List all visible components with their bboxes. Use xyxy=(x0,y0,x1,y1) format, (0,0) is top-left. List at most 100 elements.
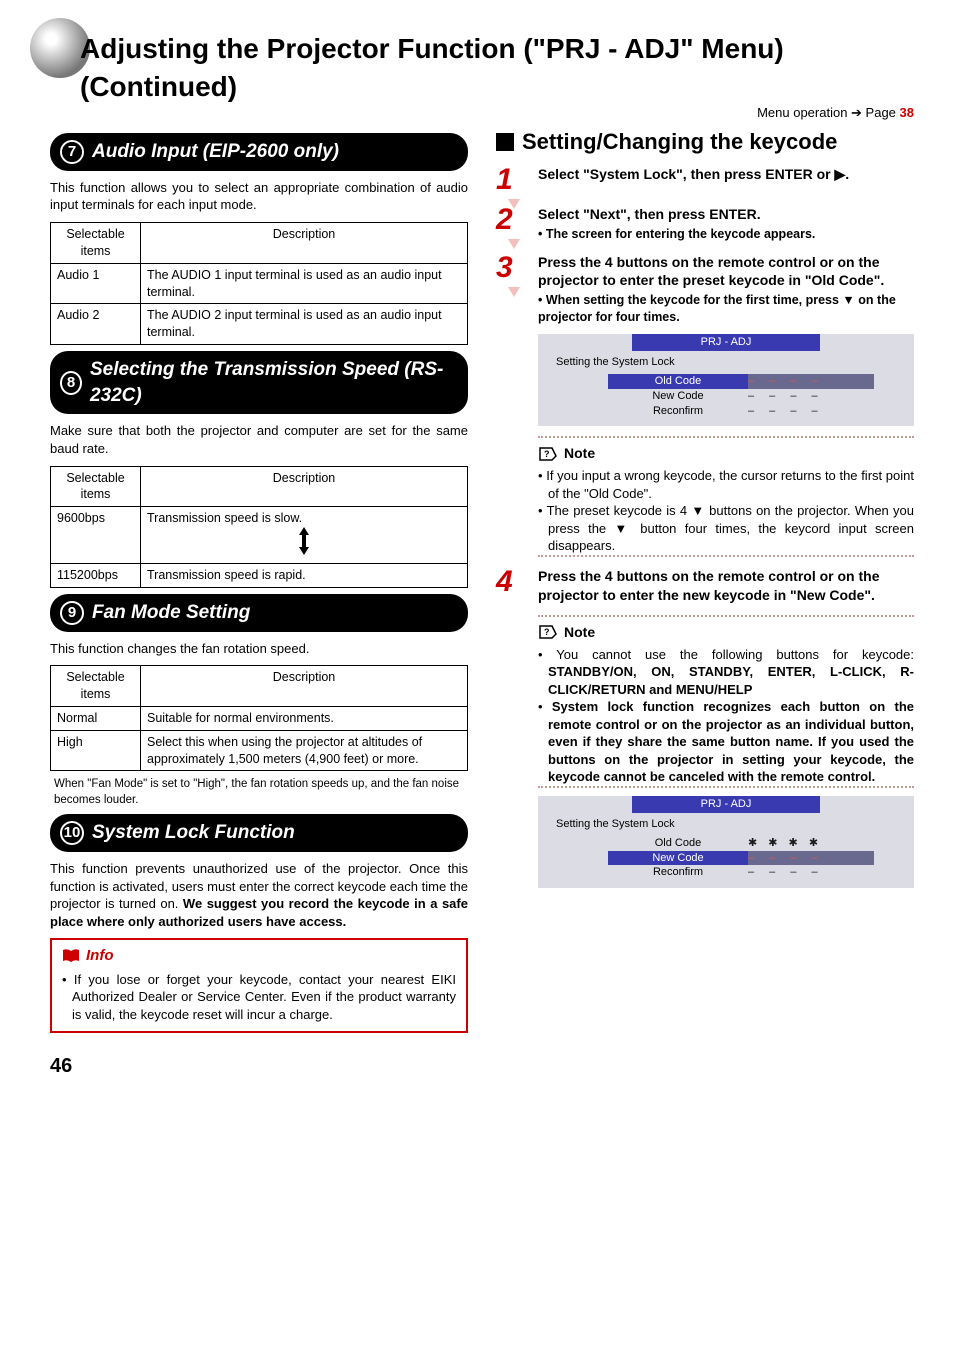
menu-op-page: 38 xyxy=(900,105,914,120)
section-10-title: System Lock Function xyxy=(92,820,295,846)
step-3-sub: • When setting the keycode for the first… xyxy=(538,292,914,326)
note-2-list: You cannot use the following buttons for… xyxy=(538,646,914,788)
info-heading: Info xyxy=(62,946,456,966)
note-2-bullet: You cannot use the following buttons for… xyxy=(538,646,914,699)
prj-row-reconfirm: Reconfirm – – – – xyxy=(538,404,914,419)
prj-value: – – – – xyxy=(748,389,874,404)
svg-text:?: ? xyxy=(544,449,550,459)
section-7-table: Selectable items Description Audio 1 The… xyxy=(50,222,468,345)
menu-operation-ref: Menu operation ➔ Page 38 xyxy=(50,104,914,122)
table-header: Description xyxy=(141,466,468,507)
prj-panel-title: Setting the System Lock xyxy=(538,355,914,374)
step-2-sub: • The screen for entering the keycode ap… xyxy=(538,226,914,243)
section-9-title: Fan Mode Setting xyxy=(92,600,250,626)
table-cell: Audio 1 xyxy=(51,263,141,304)
prj-row-new: New Code – – – – xyxy=(538,851,914,866)
table-cell: Transmission speed is rapid. xyxy=(141,564,468,588)
prj-panel-bar: PRJ - ADJ xyxy=(632,334,820,351)
square-bullet-icon xyxy=(496,133,514,151)
prj-label: Old Code xyxy=(608,374,748,389)
svg-text:?: ? xyxy=(544,627,550,637)
section-8-title: Selecting the Transmission Speed (RS-232… xyxy=(90,357,454,408)
step-1-text-c: or ▶. xyxy=(813,166,849,182)
section-9-desc: This function changes the fan rotation s… xyxy=(50,640,468,658)
prj-row-new: New Code – – – – xyxy=(538,389,914,404)
prj-label: New Code xyxy=(608,389,748,404)
step-2-text-c: . xyxy=(757,206,761,222)
step-1-text-a: Select "System Lock", then press xyxy=(538,166,765,182)
table-cell: Transmission speed is slow. xyxy=(141,507,468,564)
step-2-text-a: Select "Next", then press xyxy=(538,206,709,222)
table-cell: Audio 2 xyxy=(51,304,141,345)
prj-panel-title: Setting the System Lock xyxy=(538,817,914,836)
table-row: Audio 2 The AUDIO 2 input terminal is us… xyxy=(51,304,468,345)
note-1-bullet: The preset keycode is 4 ▼ buttons on the… xyxy=(538,502,914,555)
table-cell: The AUDIO 2 input terminal is used as an… xyxy=(141,304,468,345)
prj-value: – – – – xyxy=(748,404,874,419)
note-1-list: If you input a wrong keycode, the cursor… xyxy=(538,467,914,557)
note-1-heading: ? Note xyxy=(538,436,914,463)
table-cell: The AUDIO 1 input terminal is used as an… xyxy=(141,263,468,304)
prj-value: – – – – xyxy=(748,374,874,389)
note-2-label: Note xyxy=(564,623,595,642)
step-1: 1 Select "System Lock", then press ENTER… xyxy=(496,165,914,195)
prj-panel-1: PRJ - ADJ Setting the System Lock Old Co… xyxy=(538,334,914,426)
info-bullet: If you lose or forget your keycode, cont… xyxy=(62,971,456,1024)
prj-label: New Code xyxy=(608,851,748,866)
page-number: 46 xyxy=(50,1053,914,1080)
section-8-table: Selectable items Description 9600bps Tra… xyxy=(50,466,468,588)
step-1-enter: ENTER xyxy=(765,166,812,182)
right-heading: Setting/Changing the keycode xyxy=(496,127,914,157)
prj-label: Reconfirm xyxy=(608,865,748,880)
table-header: Selectable items xyxy=(51,466,141,507)
note-2-b1-text: You cannot use the following buttons for… xyxy=(556,647,914,662)
note-1-bullet: If you input a wrong keycode, the cursor… xyxy=(538,467,914,502)
section-8-header: 8 Selecting the Transmission Speed (RS-2… xyxy=(50,351,468,414)
section-8-desc: Make sure that both the projector and co… xyxy=(50,422,468,457)
section-8-number: 8 xyxy=(60,371,82,395)
table-cell: Normal xyxy=(51,706,141,730)
step-4: 4 Press the 4 buttons on the remote cont… xyxy=(496,567,914,890)
table-cell: High xyxy=(51,730,141,771)
table-row: High Select this when using the projecto… xyxy=(51,730,468,771)
step-1-number: 1 xyxy=(496,165,526,195)
table-cell-text: Transmission speed is slow. xyxy=(147,511,302,525)
step-3-text: Press the 4 buttons on the remote contro… xyxy=(538,253,914,291)
prj-row-old: Old Code ✱ ✱ ✱ ✱ xyxy=(538,836,914,851)
prj-value: – – – – xyxy=(748,851,874,866)
table-header: Description xyxy=(141,666,468,707)
step-1-text: Select "System Lock", then press ENTER o… xyxy=(538,165,914,184)
table-cell: 115200bps xyxy=(51,564,141,588)
prj-label: Old Code xyxy=(608,836,748,851)
section-9-number: 9 xyxy=(60,601,84,625)
page-title: Adjusting the Projector Function ("PRJ -… xyxy=(80,30,914,106)
info-box: Info If you lose or forget your keycode,… xyxy=(50,938,468,1033)
prj-value: ✱ ✱ ✱ ✱ xyxy=(748,836,874,851)
note-2-bullet: System lock function recognizes each but… xyxy=(538,698,914,786)
note-icon: ? xyxy=(538,624,558,640)
prj-row-old: Old Code – – – – xyxy=(538,374,914,389)
right-column: Setting/Changing the keycode 1 Select "S… xyxy=(496,127,914,1033)
table-header: Selectable items xyxy=(51,666,141,707)
info-label: Info xyxy=(86,946,114,966)
step-2-enter: ENTER xyxy=(709,206,756,222)
step-3-number: 3 xyxy=(496,253,526,557)
note-2-b1-bold: STANDBY/ON, ON, STANDBY, ENTER, L-CLICK,… xyxy=(548,664,914,697)
book-icon xyxy=(62,949,80,963)
table-row: 115200bps Transmission speed is rapid. xyxy=(51,564,468,588)
section-7-desc: This function allows you to select an ap… xyxy=(50,179,468,214)
step-3: 3 Press the 4 buttons on the remote cont… xyxy=(496,253,914,557)
table-cell: Suitable for normal environments. xyxy=(141,706,468,730)
right-heading-text: Setting/Changing the keycode xyxy=(522,127,837,157)
table-row: 9600bps Transmission speed is slow. xyxy=(51,507,468,564)
note-2-b2: System lock function recognizes each but… xyxy=(548,699,914,784)
note-icon: ? xyxy=(538,446,558,462)
table-header: Description xyxy=(141,222,468,263)
prj-panel-bar: PRJ - ADJ xyxy=(632,796,820,813)
prj-row-reconfirm: Reconfirm – – – – xyxy=(538,865,914,880)
section-10-header: 10 System Lock Function xyxy=(50,814,468,852)
section-7-header: 7 Audio Input (EIP-2600 only) xyxy=(50,133,468,171)
table-row: Audio 1 The AUDIO 1 input terminal is us… xyxy=(51,263,468,304)
menu-op-prefix: Menu operation ➔ Page xyxy=(757,105,899,120)
table-cell: Select this when using the projector at … xyxy=(141,730,468,771)
